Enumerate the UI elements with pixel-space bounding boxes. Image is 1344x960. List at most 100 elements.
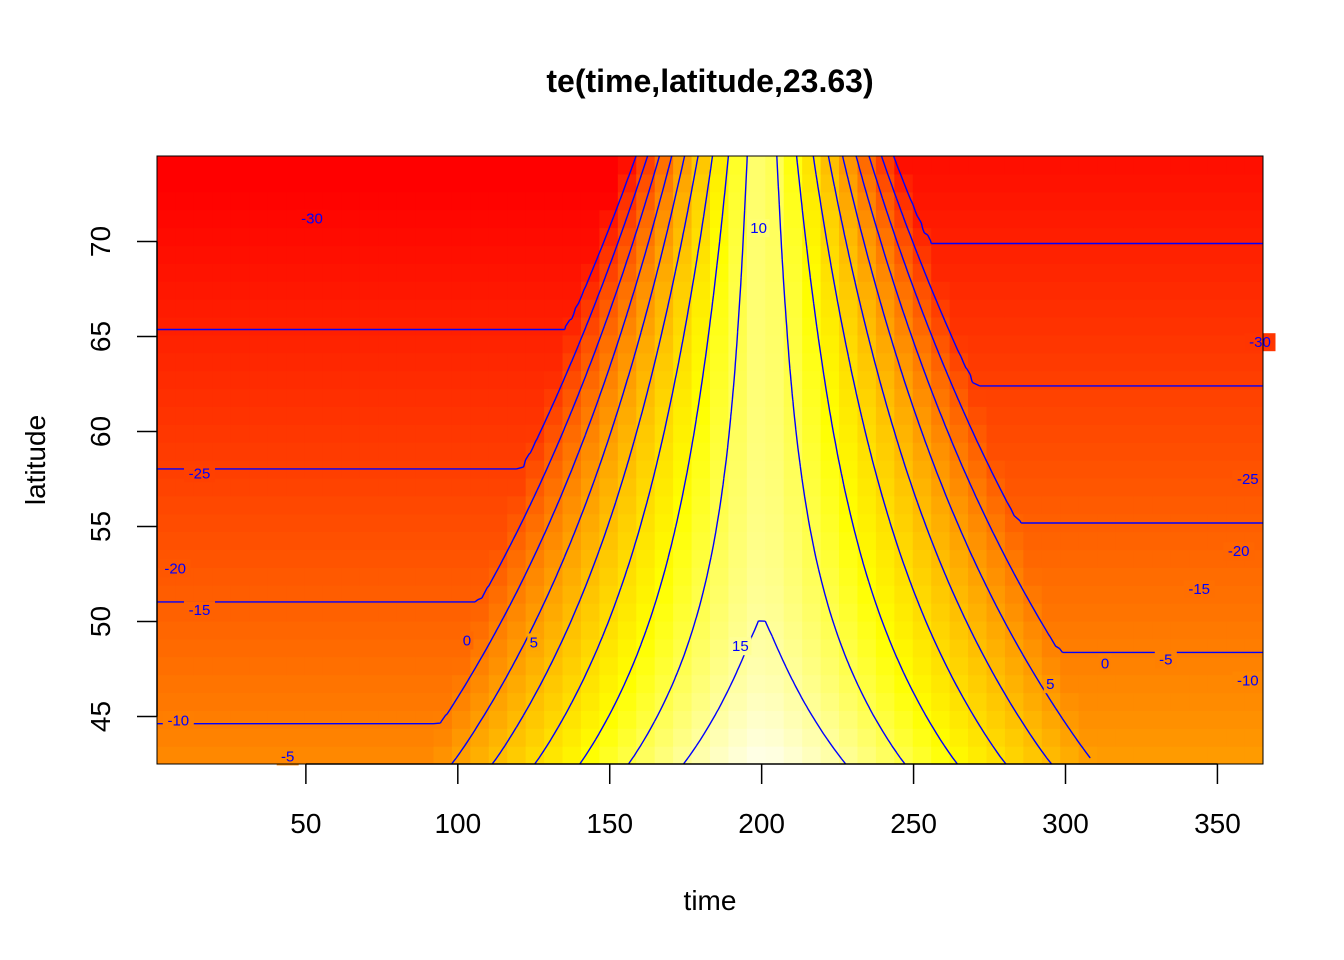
heatmap-cell [488,620,508,640]
heatmap-cell [525,299,545,318]
heatmap-cell [746,281,766,300]
heatmap-cell [1244,299,1263,318]
contour-label: 15 [732,638,749,655]
heatmap-cell [341,227,361,247]
heatmap-cell [1097,424,1117,443]
heatmap-cell [710,245,730,264]
heatmap-cell [912,227,932,247]
heatmap-cell [968,173,988,193]
heatmap-cell [1226,746,1246,764]
heatmap-cell [912,567,932,586]
heatmap-cell [451,442,471,461]
heatmap-cell [415,334,435,354]
heatmap-cell [396,567,416,586]
heatmap-cell [691,334,711,354]
heatmap-cell [857,442,877,461]
heatmap-cell [562,495,582,515]
heatmap-cell [451,316,471,336]
heatmap-cell [451,281,471,300]
heatmap-cell [875,513,895,533]
heatmap-cell [857,495,877,515]
heatmap-cell [341,495,361,515]
heatmap-cell [1078,281,1098,300]
heatmap-cell [617,460,637,479]
y-tick-label: 50 [85,606,116,637]
heatmap-cell [1189,710,1209,729]
heatmap-cell [820,567,840,586]
heatmap-cell [1023,710,1043,729]
heatmap-cell [157,442,177,461]
heatmap-cell [580,692,600,711]
heatmap-cell [1115,191,1135,211]
heatmap-cell [1226,263,1246,282]
heatmap-cell [359,567,379,586]
heatmap-cell [1004,477,1024,497]
heatmap-cell [193,227,213,247]
x-tick-label: 150 [586,808,633,839]
heatmap-cell [949,620,969,640]
heatmap-cell [304,513,324,533]
heatmap-cell [617,388,637,407]
heatmap-cell [839,728,859,747]
heatmap-cell [322,513,342,533]
heatmap-cell [562,281,582,300]
heatmap-cell [1115,495,1135,515]
x-tick-label: 200 [738,808,785,839]
heatmap-cell [1060,674,1080,694]
heatmap-cell [1097,531,1117,551]
heatmap-cell [710,316,730,336]
heatmap-cell [212,388,232,407]
heatmap-cell [1133,316,1153,336]
heatmap-cell [1189,209,1209,229]
heatmap-cell [1152,710,1172,729]
heatmap-cell [931,477,951,497]
heatmap-cell [230,281,250,300]
heatmap-cell [525,424,545,443]
heatmap-cell [673,710,693,729]
heatmap-cell [1004,281,1024,300]
heatmap-cell [157,299,177,318]
heatmap-cell [1004,209,1024,229]
heatmap-cell [544,299,564,318]
heatmap-cell [175,746,195,764]
heatmap-cell [1004,567,1024,586]
heatmap-cell [507,191,527,211]
heatmap-cell [580,460,600,479]
heatmap-cell [193,263,213,282]
heatmap-cell [839,191,859,211]
heatmap-cell [341,191,361,211]
y-tick-label: 55 [85,511,116,542]
heatmap-cell [673,585,693,604]
heatmap-cell [654,299,674,318]
heatmap-cell [175,638,195,658]
heatmap-cell [286,173,306,193]
heatmap-cell [378,692,398,711]
heatmap-cell [636,585,656,604]
heatmap-cell [212,728,232,747]
heatmap-cell [304,728,324,747]
heatmap-cell [175,209,195,229]
heatmap-cell [507,299,527,318]
heatmap-cell [1170,370,1190,390]
heatmap-cell [710,477,730,497]
heatmap-cell [912,156,932,175]
heatmap-cell [193,620,213,640]
heatmap-cell [968,370,988,390]
heatmap-cell [1060,620,1080,640]
heatmap-cell [415,656,435,676]
heatmap-cell [802,424,822,443]
heatmap-cell [857,316,877,336]
heatmap-cell [1244,638,1263,658]
heatmap-cell [949,227,969,247]
heatmap-cell [1041,263,1061,282]
heatmap-cell [378,728,398,747]
heatmap-cell [691,585,711,604]
heatmap-cell [507,513,527,533]
heatmap-cell [451,495,471,515]
heatmap-cell [212,656,232,676]
heatmap-cell [488,334,508,354]
heatmap-cell [322,406,342,425]
heatmap-cell [396,710,416,729]
heatmap-cell [175,352,195,372]
heatmap-cell [286,263,306,282]
